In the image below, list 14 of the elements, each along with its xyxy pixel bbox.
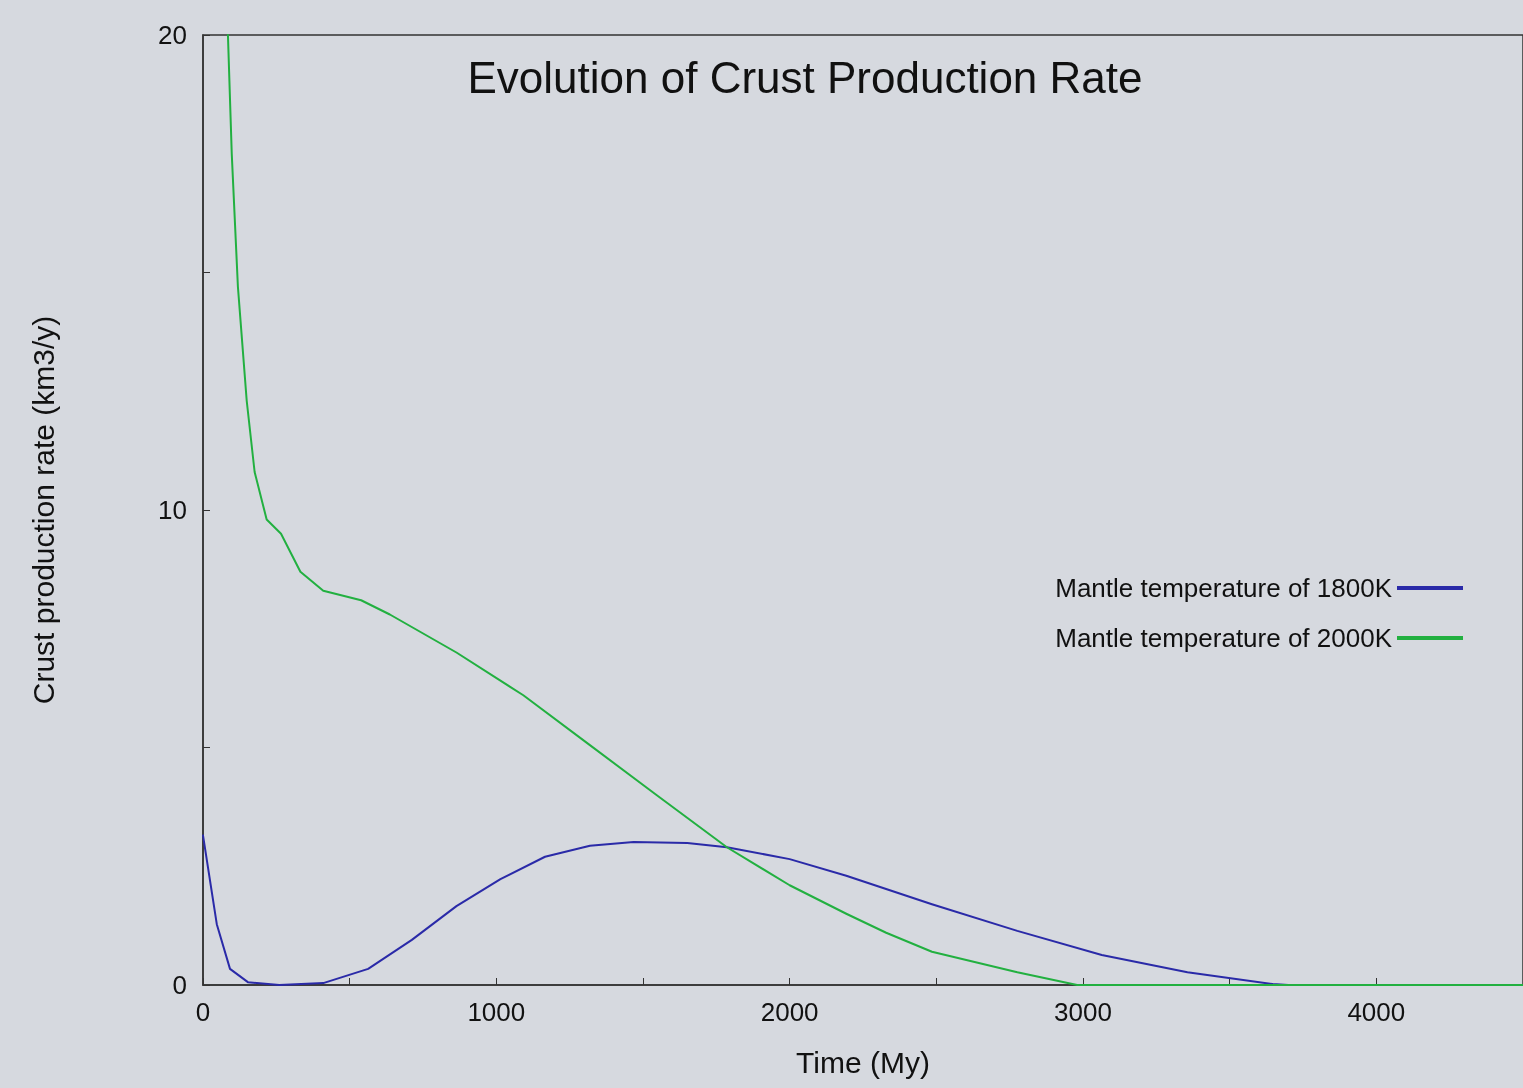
y-tick-label: 0 [172,970,187,1000]
x-tick-label: 2000 [760,997,819,1027]
x-tick-label: 0 [195,997,211,1027]
legend-label: Mantle temperature of 2000K [1055,623,1393,653]
line-series [226,34,1523,986]
y-axis-title: Crust production rate (km3/y) [26,315,60,705]
x-tick-label: 4000 [1347,997,1406,1027]
x-axis-title: Time (My) [796,1045,930,1079]
chart-title: Evolution of Crust Production Rate [467,52,1143,102]
y-tick-label: 20 [158,20,187,50]
x-tick-label: 3000 [1054,997,1112,1027]
legend-label: Mantle temperature of 1800K [1055,573,1393,603]
x-tick-label: 1000 [467,997,526,1027]
y-tick-label: 10 [158,495,187,525]
